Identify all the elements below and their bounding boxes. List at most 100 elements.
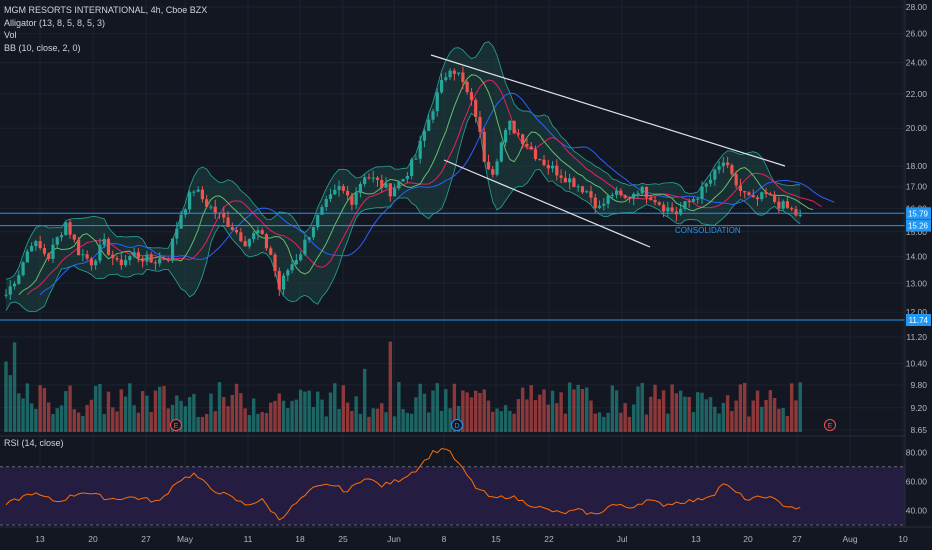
volume-bar: [281, 400, 286, 432]
volume-bar: [273, 400, 277, 432]
candle-body: [730, 165, 734, 175]
candle-body: [422, 130, 427, 141]
price-tick-label: 13.00: [906, 278, 928, 288]
event-marker-circle: [170, 419, 182, 431]
alligator-legend[interactable]: Alligator (13, 8, 5, 8, 5, 3): [4, 17, 106, 28]
candle-body: [153, 262, 158, 264]
candle-body: [798, 214, 802, 216]
candle-body: [465, 82, 469, 93]
volume-bar: [38, 385, 42, 432]
volume-bar: [418, 383, 422, 432]
volume-bar: [68, 385, 72, 432]
candle-body: [452, 70, 456, 74]
rsi-band: [0, 466, 905, 525]
volume-bar: [461, 390, 465, 432]
candle-body: [38, 241, 42, 249]
candle-body: [525, 144, 529, 147]
volume-bar: [384, 412, 388, 432]
rsi-tick-label: 40.00: [906, 505, 928, 515]
candle-body: [410, 159, 414, 176]
candle-body: [281, 275, 286, 290]
event-marker-label: D: [454, 423, 459, 430]
candle-body: [478, 116, 482, 132]
candle-body: [632, 193, 636, 199]
rsi-line: [5, 448, 801, 521]
volume-bar: [200, 416, 205, 432]
candle-body: [367, 177, 371, 179]
volume-bar: [691, 412, 696, 432]
volume-bar: [260, 411, 264, 432]
candle-body: [670, 207, 674, 212]
volume-bar: [636, 386, 640, 432]
candle-body: [123, 260, 128, 266]
candle-body: [51, 244, 55, 259]
candle-body: [324, 199, 328, 207]
candle-body: [734, 174, 738, 186]
candle-body: [209, 206, 213, 208]
volume-bar: [72, 409, 77, 432]
price-tag-box: [906, 207, 931, 220]
volume-bar: [51, 414, 55, 432]
volume-bar: [397, 382, 401, 432]
candle-body: [503, 130, 508, 143]
candle-body: [666, 207, 670, 212]
candle-body: [12, 283, 17, 287]
candle-body: [328, 194, 333, 200]
candle-body: [589, 191, 593, 198]
candle-body: [59, 235, 64, 238]
volume-bar: [81, 415, 85, 432]
price-tick-label: 18.00: [906, 161, 928, 171]
volume-bar: [572, 389, 576, 432]
event-marker-circle: [824, 419, 836, 431]
volume-bar: [422, 393, 427, 432]
symbol-title[interactable]: MGM RESORTS INTERNATIONAL, 4h, Cboe BZX: [4, 5, 208, 15]
volume-bar: [119, 389, 123, 432]
candle-body: [222, 212, 226, 218]
volume-bar: [721, 402, 726, 432]
volume-bar: [401, 409, 405, 432]
volume-bar: [303, 391, 307, 432]
candlesticks[interactable]: [4, 66, 802, 300]
bb-legend[interactable]: BB (10, close, 2, 0): [4, 42, 81, 53]
volume-bar: [380, 403, 384, 432]
candle-body: [431, 111, 435, 120]
volume-bar: [388, 341, 392, 432]
volume-bar: [486, 400, 491, 432]
volume-bar: [533, 400, 538, 432]
candle-body: [388, 183, 392, 197]
candle-body: [785, 201, 790, 208]
candle-body: [461, 72, 465, 83]
vol-legend[interactable]: Vol: [4, 30, 17, 40]
volume-bar: [546, 404, 550, 432]
volume-bar: [42, 387, 47, 432]
volume-bar: [538, 394, 542, 432]
volume-bar: [427, 412, 431, 432]
candle-body: [444, 77, 448, 80]
channel-upper-line: [430, 54, 786, 167]
candle-body: [563, 177, 567, 183]
volume-bar: [435, 383, 439, 432]
candle-body: [371, 177, 375, 179]
candle-body: [333, 189, 337, 195]
time-tick-label: 27: [141, 534, 151, 544]
candle-body: [538, 159, 542, 161]
volume-bar: [409, 413, 414, 432]
volume-bar: [256, 413, 260, 432]
volume-bar: [585, 387, 589, 432]
volume-bar: [213, 411, 217, 432]
volume-bar: [798, 382, 802, 432]
candle-body: [401, 178, 405, 182]
candle-body: [623, 195, 627, 199]
volume-bar: [491, 411, 495, 432]
volume-bar: [153, 390, 158, 432]
volume-bar: [290, 400, 294, 432]
consolidation-annotation: CONSOLIDATION: [675, 226, 741, 235]
volume-bar: [251, 398, 256, 432]
rsi-legend[interactable]: RSI (14, close): [4, 438, 64, 448]
volume-bar: [730, 410, 734, 432]
candle-body: [145, 254, 149, 262]
volume-bar: [354, 396, 358, 432]
candle-body: [98, 245, 102, 261]
